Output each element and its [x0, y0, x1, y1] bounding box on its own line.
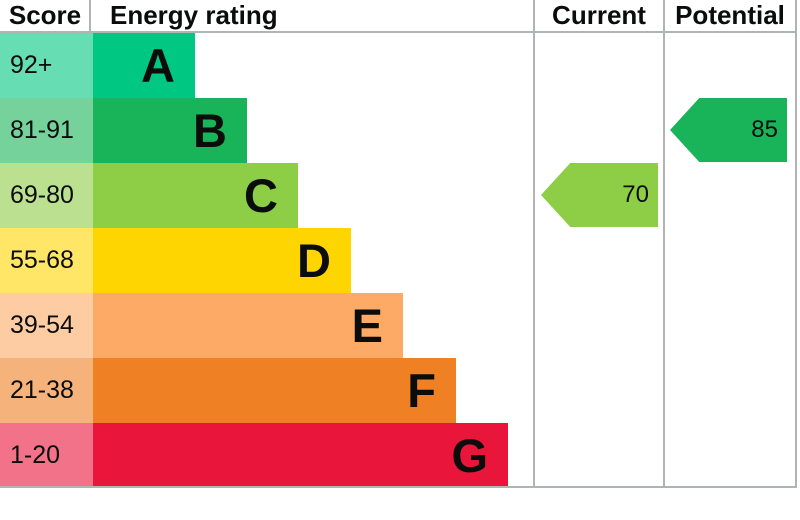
band-letter-a: A — [141, 39, 175, 92]
right-border-line — [795, 0, 797, 487]
band-row-c: 69-80 C — [0, 163, 800, 228]
band-row-f: 21-38 F — [0, 358, 800, 423]
potential-column-divider-line — [663, 0, 665, 487]
chart-bottom-border-line — [0, 486, 797, 488]
band-row-a: 92+ A — [0, 33, 800, 98]
energy-rating-column-header: Energy rating — [110, 0, 278, 30]
score-range-g: 1-20 — [0, 423, 93, 488]
band-bar-f: F — [93, 358, 456, 423]
potential-rating-value: 85 — [751, 116, 778, 143]
band-letter-b: B — [193, 104, 227, 157]
score-column-header: Score — [8, 0, 82, 30]
band-row-b: 81-91 B — [0, 98, 800, 163]
score-column-divider-line — [89, 0, 91, 32]
score-range-d: 55-68 — [0, 228, 93, 293]
header-bottom-border-line — [0, 31, 797, 33]
score-range-a: 92+ — [0, 33, 93, 98]
band-bar-a: A — [93, 33, 195, 98]
band-bar-e: E — [93, 293, 403, 358]
band-bar-g: G — [93, 423, 508, 488]
potential-column-header: Potential — [675, 0, 785, 30]
band-row-e: 39-54 E — [0, 293, 800, 358]
current-rating-arrow: 70 — [541, 163, 658, 227]
band-letter-c: C — [244, 169, 278, 222]
score-range-f: 21-38 — [0, 358, 93, 423]
current-column-divider-line — [533, 0, 535, 487]
band-bar-b: B — [93, 98, 247, 163]
band-letter-e: E — [351, 299, 383, 352]
band-letter-f: F — [407, 364, 436, 417]
current-rating-value: 70 — [622, 181, 649, 208]
chart-header: Score Energy rating Current Potential — [0, 0, 800, 32]
band-row-g: 1-20 G — [0, 423, 800, 488]
band-letter-d: D — [297, 234, 331, 287]
band-bar-d: D — [93, 228, 351, 293]
current-column-header: Current — [552, 0, 646, 30]
band-row-d: 55-68 D — [0, 228, 800, 293]
score-range-c: 69-80 — [0, 163, 93, 228]
band-letter-g: G — [451, 429, 488, 482]
score-range-e: 39-54 — [0, 293, 93, 358]
score-range-b: 81-91 — [0, 98, 93, 163]
band-bar-c: C — [93, 163, 298, 228]
band-rows: 92+ A 81-91 B 69-80 C 55-68 D 39-54 — [0, 33, 800, 488]
